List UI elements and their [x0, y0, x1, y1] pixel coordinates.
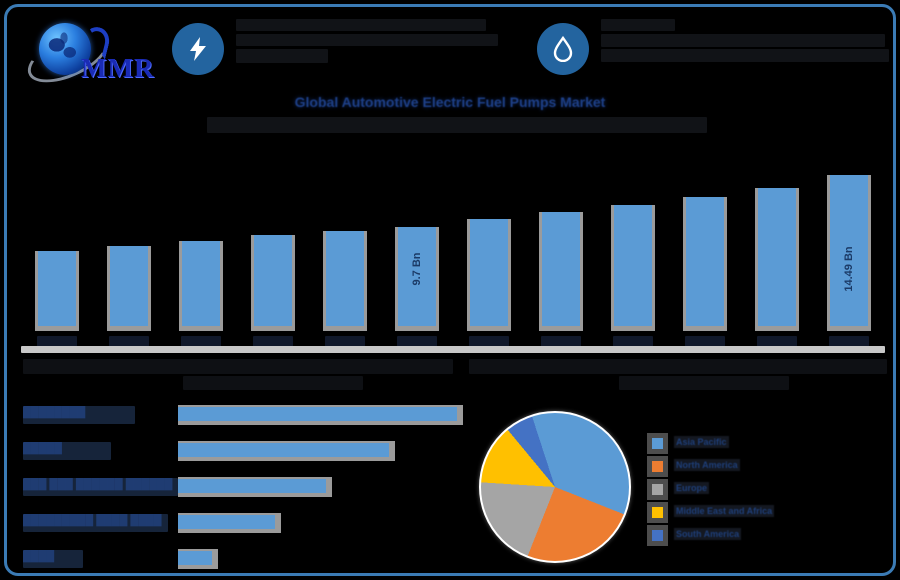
- hbar-row: ████: [23, 547, 463, 573]
- hbar-fill: [178, 443, 389, 457]
- mid-caption-right-sub: [619, 376, 789, 390]
- globe-icon: [39, 23, 91, 75]
- bar-column: [467, 219, 511, 350]
- legend-item: Europe: [647, 479, 802, 504]
- legend-label: Europe: [674, 482, 710, 494]
- legend-swatch: [647, 433, 668, 454]
- bar-chart: 9.7 Bn 14.49 Bn: [21, 139, 885, 350]
- hbar-fill: [178, 407, 457, 421]
- legend-item: North America: [647, 456, 802, 481]
- bar-column: [35, 251, 79, 350]
- bar-fill: [830, 175, 868, 326]
- mid-caption-left: ███████ ██████ ████████ █████ ███████: [23, 359, 453, 374]
- horizontal-bar-chart: ████████ █████ ███ ███ ██████ ██████ ██████…: [23, 403, 463, 573]
- hbar-fill: [178, 551, 212, 565]
- bar-fill: [398, 227, 436, 326]
- lightning-bolt-icon: [172, 23, 224, 75]
- bar-column: [611, 205, 655, 350]
- bar-fill: [254, 235, 292, 326]
- hbar-row: ███ ███ ██████ ██████: [23, 475, 463, 501]
- hbar-label: ████: [23, 550, 83, 568]
- legend-label: North America: [674, 459, 740, 471]
- bar-column: [539, 212, 583, 350]
- bar-column: [107, 246, 151, 350]
- hbar-track: [178, 477, 332, 497]
- chart-subtitle-wrap: █████ ███████ ██████ ████████ █████ ████…: [207, 117, 707, 133]
- mid-caption-right: ██████ ████████ █████ ██████ ████████: [469, 359, 887, 374]
- hbar-label: ████████: [23, 406, 135, 424]
- bar-value-label: 9.7 Bn: [411, 252, 423, 286]
- bar-column: [755, 188, 799, 350]
- legend-label: Middle East and Africa: [674, 505, 775, 517]
- hbar-fill: [178, 515, 275, 529]
- hbar-track: [178, 405, 463, 425]
- mid-caption-left-sub: [183, 376, 363, 390]
- bar-fill: [614, 205, 652, 326]
- hbar-label: █████████ ████ ████: [23, 514, 168, 532]
- stat-2-line-1: ██████: [601, 19, 675, 31]
- header-stat-2: ██████ ███ ██████ ████ ██ ██████ ████ ██…: [537, 15, 889, 85]
- bar-fill: [38, 251, 76, 326]
- stat-1-line-1: ██████ ███████ ██████: [236, 19, 486, 31]
- stat-2-line-3: ██████ ██ ████ █████ ██████: [601, 49, 889, 62]
- infographic-frame: MMR ██████ ███████ ██████ ██████ ███████…: [4, 4, 896, 576]
- chart-baseline: [21, 346, 885, 353]
- bar-column: [323, 231, 367, 350]
- legend-swatch: [647, 502, 668, 523]
- hbar-fill: [178, 479, 326, 493]
- legend-item: South America: [647, 525, 802, 550]
- chart-subtitle: █████ ███████ ██████ ████████ █████ ████…: [207, 117, 707, 133]
- mid-caption-right-wrap: ██████ ████████ █████ ██████ ████████: [469, 359, 889, 393]
- bar-column: [179, 241, 223, 350]
- legend-label: Asia Pacific: [674, 436, 729, 448]
- hbar-track: [178, 513, 281, 533]
- bar-fill: [686, 197, 724, 326]
- legend-item: Middle East and Africa: [647, 502, 802, 527]
- header-stat-2-text: ██████ ███ ██████ ████ ██ ██████ ████ ██…: [601, 19, 889, 62]
- hbar-row: █████████ ████ ████: [23, 511, 463, 537]
- hbar-label: █████: [23, 442, 111, 460]
- hbar-label: ███ ███ ██████ ██████: [23, 478, 178, 496]
- bar-fill: [326, 231, 364, 326]
- legend-swatch: [647, 456, 668, 477]
- bar-fill: [758, 188, 796, 326]
- header-stat-1-text: ██████ ███████ ██████ ██████ ███████ ███…: [236, 19, 498, 63]
- hbar-track: [178, 549, 218, 569]
- bar-column: 9.7 Bn: [395, 227, 439, 350]
- bar-column: [251, 235, 295, 350]
- bar-fill: [110, 246, 148, 326]
- brand-name: MMR: [81, 53, 155, 83]
- header-stat-1: ██████ ███████ ██████ ██████ ███████ ███…: [172, 15, 502, 85]
- bar-fill: [182, 241, 220, 326]
- hbar-track: [178, 441, 395, 461]
- brand-logo: MMR: [20, 19, 155, 93]
- hbar-row: █████: [23, 439, 463, 465]
- stat-1-line-2: ██████ ███████ █████ ███: [236, 34, 498, 46]
- bar-fill: [470, 219, 508, 326]
- legend-label: South America: [674, 528, 742, 540]
- mid-caption-left-wrap: ███████ ██████ ████████ █████ ███████: [23, 359, 453, 393]
- stat-2-line-2: ███ ██████ ████ ██ ██████ ████: [601, 34, 885, 47]
- stat-1-line-3: ██████: [236, 49, 328, 63]
- chart-title: Global Automotive Electric Fuel Pumps Ma…: [294, 94, 606, 110]
- header: MMR ██████ ███████ ██████ ██████ ███████…: [7, 7, 893, 93]
- bar-column: 14.49 Bn: [827, 175, 871, 350]
- bar-column: [683, 197, 727, 350]
- legend-swatch: [647, 479, 668, 500]
- bar-value-label: 14.49 Bn: [843, 246, 855, 292]
- legend-item: Asia Pacific: [647, 433, 802, 458]
- pie-legend: Asia Pacific North America Europe Middle Ea…: [647, 433, 802, 550]
- legend-swatch: [647, 525, 668, 546]
- water-droplet-icon: [537, 23, 589, 75]
- pie-chart-wrap: [479, 411, 639, 571]
- hbar-row: ████████: [23, 403, 463, 429]
- bar-fill: [542, 212, 580, 326]
- pie-chart: [479, 411, 631, 563]
